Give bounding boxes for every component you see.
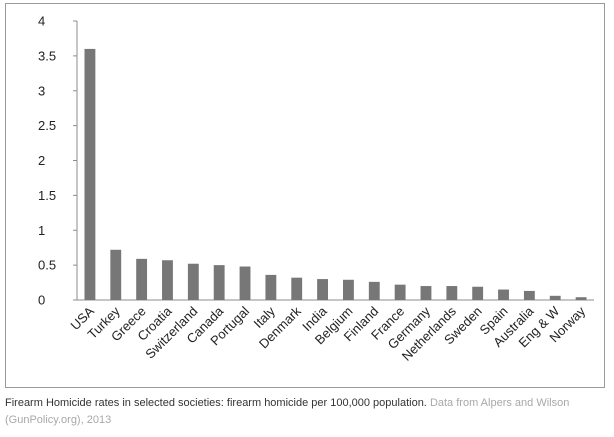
y-axis-ticks: 0 0.5 1 1.5 2 2.5 3 3.5 4 — [38, 14, 77, 308]
y-tick-label: 1 — [38, 223, 45, 238]
bar-eng-w — [549, 295, 561, 300]
caption-text: Firearm Homicide rates in selected socie… — [5, 397, 430, 409]
bar-denmark — [291, 277, 303, 300]
bars — [84, 48, 587, 301]
y-tick-label: 2 — [38, 153, 45, 168]
chart-figure: 0 0.5 1 1.5 2 2.5 3 3.5 4 USA Turkey Greece Croatia… — [5, 3, 605, 388]
bar-switzerland — [187, 263, 199, 300]
y-tick-label: 4 — [38, 14, 45, 29]
bar-spain — [498, 289, 509, 300]
bar-germany — [420, 286, 432, 300]
x-axis-ticks: USATurkeyGreeceCroatiaSwitzerlandCanadaP… — [68, 303, 589, 364]
caption-source: Data from Alpers and Wilson (GunPolicy.o… — [5, 397, 570, 426]
bar-netherlands — [446, 286, 458, 300]
bar-france — [394, 284, 406, 300]
y-tick-label: 3.5 — [38, 48, 56, 63]
bar-canada — [213, 265, 225, 300]
bar-norway — [575, 297, 587, 300]
bar-croatia — [162, 260, 173, 300]
y-tick-label: 0 — [38, 293, 45, 308]
chart-axes — [76, 21, 594, 301]
y-tick-label: 0.5 — [38, 258, 56, 273]
bar-finland — [368, 281, 380, 300]
bar-belgium — [342, 279, 354, 300]
bar-portugal — [239, 266, 251, 300]
bar-india — [317, 279, 329, 300]
y-tick-label: 2.5 — [38, 118, 56, 133]
bar-greece — [136, 258, 148, 300]
bar-turkey — [110, 249, 122, 300]
bar-usa — [84, 48, 96, 301]
y-tick-label: 1.5 — [38, 188, 56, 203]
y-tick-label: 3 — [38, 83, 45, 98]
bar-italy — [265, 274, 277, 300]
bar-australia — [523, 290, 535, 300]
bar-sweden — [472, 286, 484, 300]
figure-caption: Firearm Homicide rates in selected socie… — [5, 395, 605, 429]
bar-chart: 0 0.5 1 1.5 2 2.5 3 3.5 4 USATurkeyGreeceCroatia… — [38, 14, 594, 364]
